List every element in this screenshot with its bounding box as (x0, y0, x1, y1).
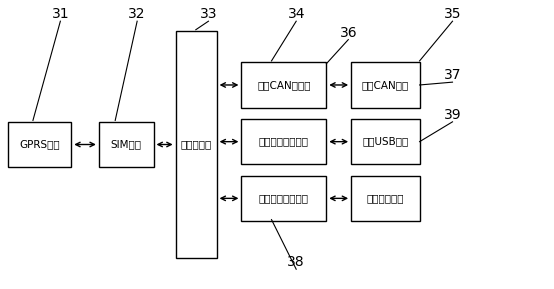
Bar (8, 122, 71, 167)
Bar (351, 119, 419, 164)
Text: 第一数据处理模块: 第一数据处理模块 (259, 137, 309, 147)
Bar (242, 119, 326, 164)
Text: 33: 33 (199, 7, 217, 21)
Text: 第一处理器: 第一处理器 (181, 140, 212, 149)
Text: 32: 32 (129, 7, 146, 21)
Bar (351, 176, 419, 221)
Text: 第一CAN接口: 第一CAN接口 (362, 80, 409, 90)
Bar (176, 31, 217, 258)
Text: 第一CAN收发器: 第一CAN收发器 (257, 80, 311, 90)
Text: 38: 38 (288, 255, 305, 269)
Text: 39: 39 (444, 108, 461, 122)
Text: 34: 34 (288, 7, 305, 21)
Bar (242, 62, 326, 108)
Text: 第一电源接口: 第一电源接口 (367, 193, 404, 203)
Text: GPRS天线: GPRS天线 (19, 140, 60, 149)
Bar (99, 122, 153, 167)
Text: 第一电压转换模块: 第一电压转换模块 (259, 193, 309, 203)
Text: 37: 37 (444, 68, 461, 82)
Text: 36: 36 (340, 26, 357, 40)
Bar (351, 62, 419, 108)
Text: SIM模块: SIM模块 (111, 140, 142, 149)
Text: 35: 35 (444, 7, 461, 21)
Bar (242, 176, 326, 221)
Text: 31: 31 (52, 7, 69, 21)
Text: 第一USB接口: 第一USB接口 (362, 137, 408, 147)
